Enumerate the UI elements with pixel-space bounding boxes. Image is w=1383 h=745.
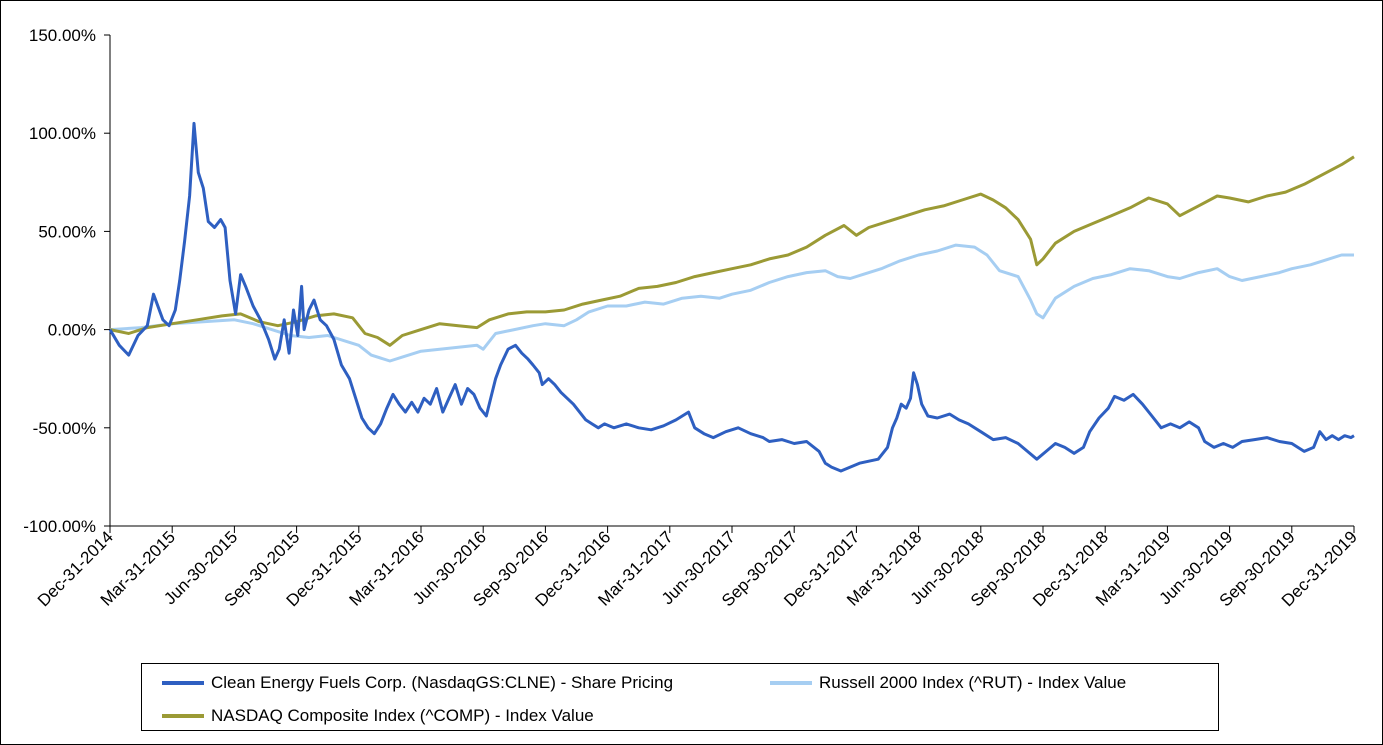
legend: Clean Energy Fuels Corp. (NasdaqGS:CLNE)… — [141, 663, 1219, 731]
legend-item-comp: NASDAQ Composite Index (^COMP) - Index V… — [162, 706, 594, 726]
legend-swatch-rut — [770, 681, 812, 685]
series-layer — [108, 121, 1355, 473]
legend-label-clne: Clean Energy Fuels Corp. (NasdaqGS:CLNE)… — [211, 673, 674, 692]
y-axis: -100.00% -50.00% 0.00% 50.00% 100.00% 150.00% — [23, 26, 111, 536]
legend-item-rut: Russell 2000 Index (^RUT) - Index Value — [770, 673, 1126, 693]
y-tick-label: 0.00% — [48, 321, 96, 340]
series-line-clne — [108, 121, 1355, 473]
y-tick-label: 100.00% — [29, 124, 96, 143]
series-line-rut — [109, 243, 1354, 363]
y-tick-label: 50.00% — [38, 222, 96, 241]
legend-label-comp: NASDAQ Composite Index (^COMP) - Index V… — [211, 706, 594, 725]
y-tick-label: -100.00% — [23, 517, 96, 536]
y-tick-label: -50.00% — [33, 419, 96, 438]
legend-swatch-clne — [162, 681, 204, 685]
series-line-comp — [109, 155, 1355, 347]
x-axis: Dec-31-2014Mar-31-2015Jun-30-2015Sep-30-… — [34, 525, 1361, 610]
y-tick-label: 150.00% — [29, 26, 96, 45]
legend-item-clne: Clean Energy Fuels Corp. (NasdaqGS:CLNE)… — [162, 673, 673, 693]
legend-label-rut: Russell 2000 Index (^RUT) - Index Value — [819, 673, 1127, 692]
legend-swatch-comp — [162, 714, 204, 718]
